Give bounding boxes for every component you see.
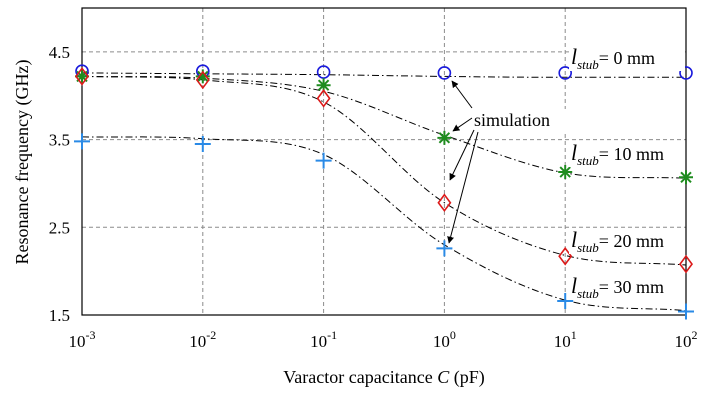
data-point (74, 133, 90, 150)
data-point (679, 254, 693, 274)
data-point (558, 66, 573, 80)
annotation-arrow (452, 117, 473, 132)
x-tick-label: 10-3 (69, 328, 96, 351)
y-tick-label: 3.5 (49, 131, 70, 150)
data-point (437, 66, 452, 80)
data-point (316, 89, 331, 108)
data-point (437, 193, 452, 213)
data-point (436, 240, 453, 257)
annotation-arrow (447, 131, 479, 244)
data-point (195, 69, 210, 84)
data-point (557, 292, 574, 309)
x-tick-label: 101 (554, 328, 577, 351)
data-point (75, 69, 89, 84)
x-axis-label: Varactor capacitance C (pF) (283, 367, 484, 388)
fit-curve (81, 72, 686, 78)
y-axis-label: Resonance frequency (GHz) (12, 60, 33, 265)
data-point (679, 66, 693, 80)
data-point (195, 70, 210, 90)
series-label: lstub= 30 mm (571, 273, 664, 301)
data-point (75, 67, 89, 86)
fit-curve (81, 75, 687, 266)
data-point (194, 135, 211, 152)
data-point (316, 65, 331, 79)
data-point (315, 152, 332, 169)
x-tick-label: 10-1 (310, 328, 337, 351)
annotation-arrow (449, 129, 475, 181)
x-tick-labels: 10-3 10-2 10-1 100 101 102 (69, 328, 698, 351)
data-point (316, 78, 331, 93)
series-label: lstub= 10 mm (571, 140, 664, 168)
y-tick-labels: 1.5 2.5 3.5 4.5 (49, 43, 70, 325)
data-point (679, 170, 693, 185)
annotation-arrow (451, 80, 473, 109)
annotations: lstub= 0 mm lstub= 10 mm lstub= 20 mm lstub… (447, 44, 685, 301)
fit-curve (81, 75, 687, 179)
simulation-label: simulation (474, 110, 550, 130)
x-tick-label: 10-2 (189, 328, 216, 351)
x-tick-label: 102 (675, 328, 698, 351)
y-tick-label: 2.5 (49, 218, 70, 237)
y-tick-label: 1.5 (49, 306, 70, 325)
fit-curves (81, 72, 687, 312)
series-label: lstub= 20 mm (571, 227, 664, 255)
x-tick-label: 100 (433, 328, 456, 351)
series-label-bg (569, 230, 685, 254)
series-label: lstub= 0 mm (571, 44, 655, 72)
data-point (558, 165, 573, 180)
fit-curve (81, 136, 687, 312)
simulation-label-bg (472, 109, 566, 132)
series-label-bg (569, 47, 685, 71)
series-label-bg (569, 143, 685, 167)
data-point (437, 130, 452, 145)
data-point (678, 303, 694, 320)
y-tick-label: 4.5 (49, 43, 70, 62)
series-label-bg (569, 276, 685, 300)
plot-frame (81, 7, 687, 316)
